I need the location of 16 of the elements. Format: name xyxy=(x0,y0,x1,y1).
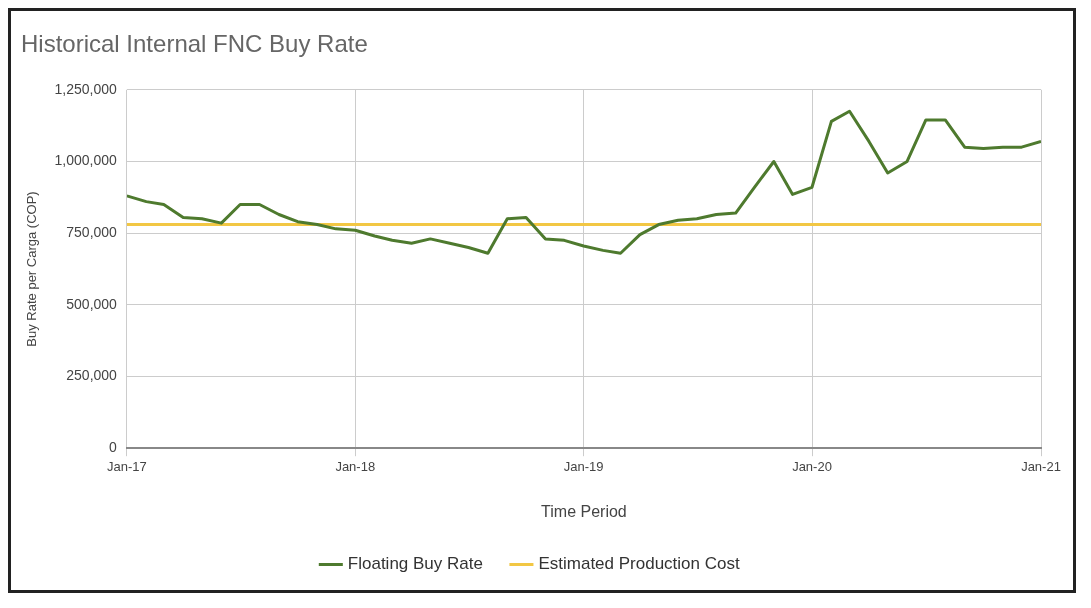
y-tick-label: 250,000 xyxy=(66,367,118,384)
y-tick-label: 1,250,000 xyxy=(54,80,118,97)
x-tick-label: Jan-19 xyxy=(563,458,604,474)
x-tick-label: Jan-20 xyxy=(792,458,832,474)
y-tick-label: 500,000 xyxy=(66,295,118,312)
x-tick-label: Jan-17 xyxy=(107,458,147,474)
x-tick-label: Jan-18 xyxy=(335,458,376,474)
legend-label: Estimated Production Cost xyxy=(538,554,740,574)
legend-label: Floating Buy Rate xyxy=(347,554,483,574)
y-tick-label: 0 xyxy=(109,439,118,456)
y-axis-title: Buy Rate per Carga (COP) xyxy=(24,191,40,347)
x-axis-title: Time Period xyxy=(541,502,627,520)
y-tick-label: 1,000,000 xyxy=(54,152,118,169)
chart-title: Historical Internal FNC Buy Rate xyxy=(21,30,368,58)
x-tick-label: Jan-21 xyxy=(1021,458,1061,474)
y-tick-label: 750,000 xyxy=(66,224,118,241)
